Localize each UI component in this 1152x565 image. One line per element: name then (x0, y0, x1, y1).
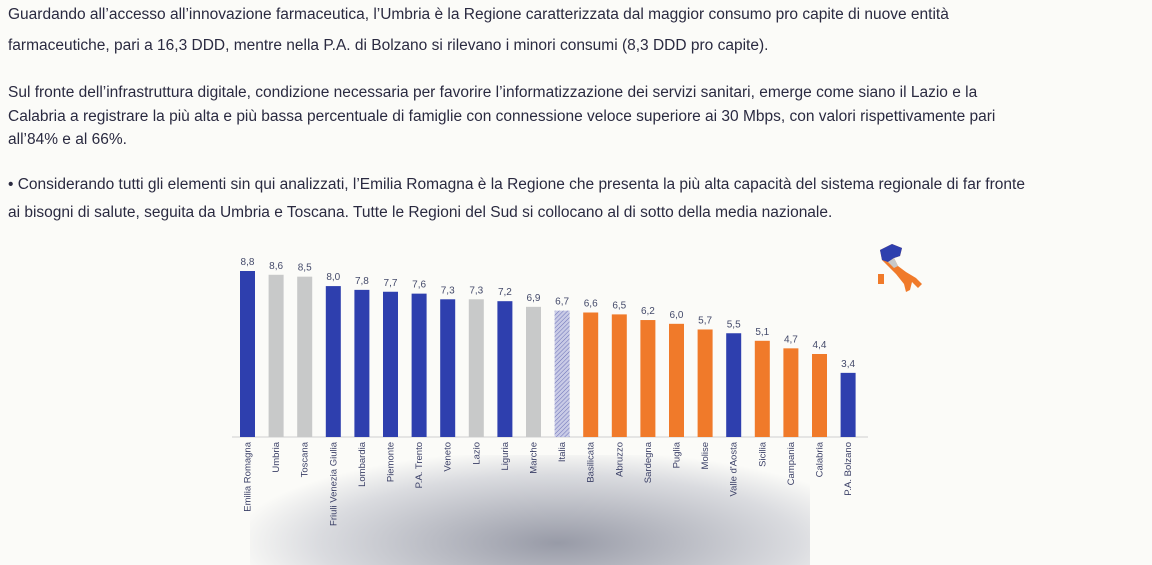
category-label: Piemonte (386, 442, 397, 482)
data-label: 7,7 (384, 278, 398, 289)
bar (297, 276, 313, 437)
data-label: 4,4 (813, 340, 827, 351)
bar (840, 372, 856, 437)
paragraph-line: • Considerando tutti gli elementi sin qu… (8, 176, 1025, 193)
category-label: Lazio (471, 442, 482, 465)
data-label: 6,7 (555, 297, 569, 308)
bar-chart: 8,8 Emilia Romagna 8,6 Umbria 8,5 Toscana 8,0 F… (232, 257, 868, 526)
data-label: 5,1 (755, 327, 769, 338)
category-label: Sicilia (757, 441, 768, 467)
category-label: Molise (700, 442, 711, 469)
data-label: 5,7 (698, 315, 712, 326)
italy-map-icon (878, 244, 922, 292)
bar (554, 310, 570, 437)
data-label: 6,5 (612, 300, 626, 311)
bar (354, 289, 370, 437)
bar (468, 299, 484, 437)
bar (526, 306, 541, 437)
data-label: 5,5 (727, 319, 741, 330)
data-label: 7,6 (412, 280, 426, 291)
category-label: Veneto (443, 442, 454, 472)
bar (325, 286, 341, 437)
paragraph-line: all’84% e al 66%. (8, 131, 127, 148)
data-label: 6,0 (670, 310, 684, 321)
bar (697, 329, 713, 437)
paragraph-line: Sul fronte dell’infrastruttura digitale,… (8, 84, 978, 101)
bar (783, 348, 799, 437)
bar (583, 312, 599, 437)
paragraph-line: farmaceutiche, pari a 16,3 DDD, mentre n… (8, 37, 769, 54)
category-label: Puglia (672, 441, 683, 468)
data-label: 7,3 (469, 285, 483, 296)
category-label: Umbria (271, 441, 282, 472)
bar (497, 301, 513, 437)
data-label: 6,9 (527, 293, 541, 304)
category-label: Italia (557, 441, 568, 462)
data-label: 6,2 (641, 306, 655, 317)
bar (669, 323, 684, 437)
bar (611, 314, 627, 437)
data-label: 7,8 (355, 276, 369, 287)
category-label: Liguria (500, 441, 511, 470)
category-label: Campania (786, 441, 797, 485)
bar (240, 271, 255, 437)
data-label: 8,5 (298, 263, 312, 274)
category-label: Toscana (300, 441, 311, 477)
category-label: Sardegna (643, 441, 654, 483)
paragraph-line: ai bisogni di salute, seguita da Umbria … (8, 204, 833, 221)
data-label: 3,4 (841, 359, 855, 370)
bar (640, 320, 656, 437)
category-label: Abruzzo (614, 442, 625, 477)
bar (440, 299, 456, 437)
category-label: Friuli Venezia Giulia (328, 441, 339, 526)
data-label: 4,7 (784, 334, 798, 345)
paragraph-line: Guardando all’accesso all’innovazione fa… (8, 6, 949, 23)
category-label: P.A. Trento (414, 442, 425, 488)
bar (754, 340, 770, 437)
data-label: 7,2 (498, 287, 512, 298)
data-label: 8,0 (326, 272, 340, 283)
category-label: Basilicata (586, 441, 597, 482)
bar (812, 354, 827, 437)
data-label: 8,6 (269, 261, 283, 272)
bar (268, 274, 284, 437)
category-label: P.A. Bolzano (843, 442, 854, 496)
data-label: 7,3 (441, 285, 455, 296)
category-label: Marche (529, 442, 540, 474)
paragraph-line: Calabria a registrare la più alta e più … (8, 108, 996, 125)
data-label: 8,8 (241, 257, 255, 268)
bar (383, 291, 398, 437)
bar (726, 333, 742, 437)
category-label: Lombardia (357, 441, 368, 487)
category-label: Emilia Romagna (243, 441, 254, 511)
category-label: Valle d'Aosta (729, 441, 740, 496)
bar (411, 293, 427, 437)
data-label: 6,6 (584, 299, 598, 310)
category-label: Calabria (815, 441, 826, 477)
